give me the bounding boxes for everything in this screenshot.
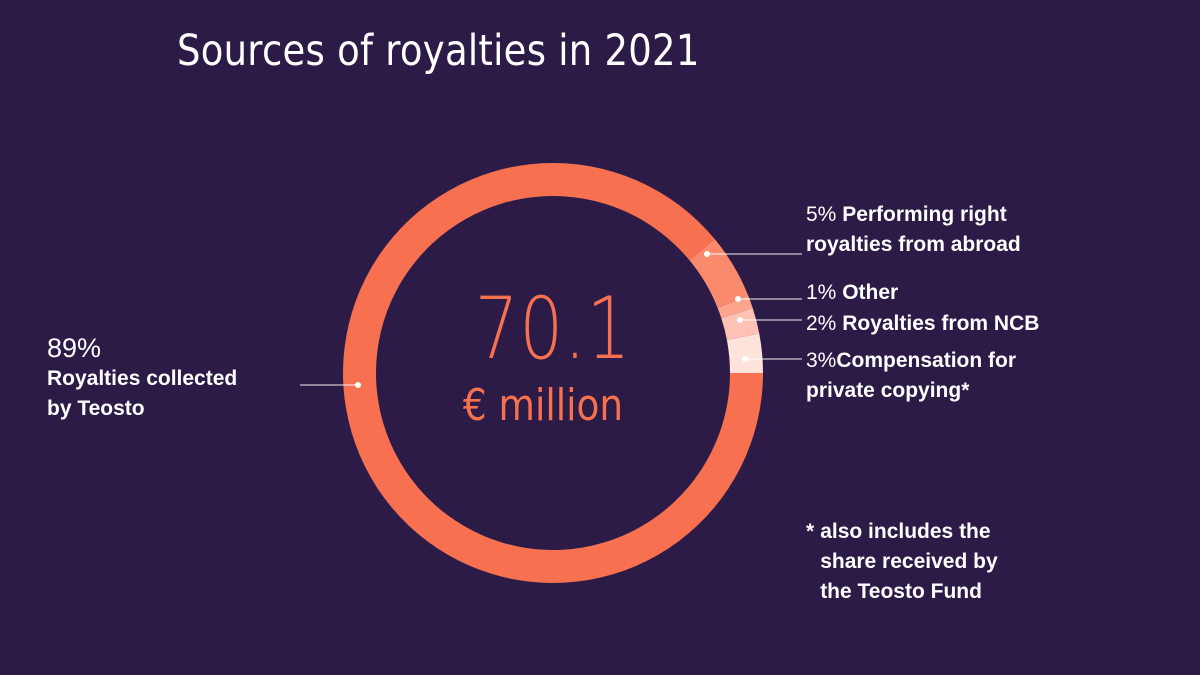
label-copying-pct: 3% <box>806 349 837 372</box>
total-unit: € million <box>462 380 624 431</box>
footnote-marker: * <box>806 520 815 543</box>
leader-lines <box>300 251 802 388</box>
donut-slices <box>343 162 763 584</box>
slice-copying <box>726 333 763 373</box>
label-other: 1% Other <box>806 278 898 308</box>
label-ncb: 2% Royalties from NCB <box>806 309 1039 339</box>
slice-abroad <box>689 239 749 308</box>
total-value: 70.1 <box>474 279 632 379</box>
leader-dot-abroad <box>704 251 710 257</box>
footnote-line1: also includes the <box>820 520 991 543</box>
label-abroad: 5% Performing right royalties from abroa… <box>806 200 1021 260</box>
label-ncb-pct: 2% <box>806 312 837 335</box>
slice-ncb <box>721 308 760 340</box>
leader-dot-copying <box>742 356 748 362</box>
label-copying: 3%Compensation for private copying* <box>806 346 1016 406</box>
label-other-line1: Other <box>842 281 899 304</box>
label-teosto-line2: by Teosto <box>47 397 145 420</box>
label-teosto-line1: Royalties collected <box>47 367 238 390</box>
label-abroad-line1: Performing right <box>842 203 1007 226</box>
label-abroad-pct: 5% <box>806 203 837 226</box>
label-copying-line1: Compensation for <box>836 349 1017 372</box>
leader-dot-teosto <box>355 382 361 388</box>
footnote-line2: share received by <box>820 550 998 573</box>
slice-other <box>717 295 753 319</box>
label-teosto-pct: 89% <box>47 333 102 363</box>
leader-dot-other <box>735 296 741 302</box>
chart-title: Sources of royalties in 2021 <box>177 26 700 76</box>
footnote: * also includes the share received by th… <box>806 517 998 607</box>
label-abroad-line2: royalties from abroad <box>806 233 1021 256</box>
label-ncb-line1: Royalties from NCB <box>842 312 1040 335</box>
label-copying-line2: private copying* <box>806 379 970 402</box>
label-other-pct: 1% <box>806 281 837 304</box>
footnote-line3: the Teosto Fund <box>820 580 982 603</box>
label-teosto: 89% Royalties collected by Teosto <box>47 332 237 424</box>
leader-dot-ncb <box>737 317 743 323</box>
